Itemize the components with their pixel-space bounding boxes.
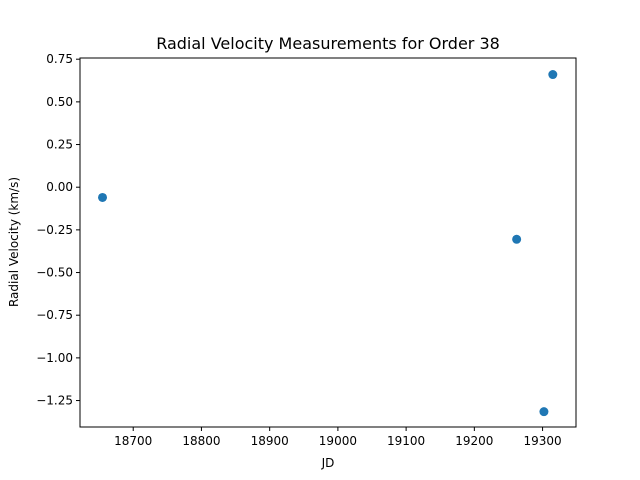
y-tick-label: 0.25 [46,138,73,152]
x-tick-label: 19300 [523,434,561,448]
y-tick-label: 0.75 [46,52,73,66]
data-point [98,192,108,202]
chart-title: Radial Velocity Measurements for Order 3… [156,34,500,53]
y-tick-label: 0.50 [46,95,73,109]
data-point [548,70,558,80]
x-tick-label: 18800 [182,434,220,448]
x-tick-label: 18700 [114,434,152,448]
data-point [539,407,549,417]
y-tick-label: −0.25 [36,223,73,237]
x-tick-label: 18900 [251,434,289,448]
x-tick-label: 19000 [319,434,357,448]
y-tick-label: −0.75 [36,308,73,322]
y-tick-label: −0.50 [36,266,73,280]
x-tick-label: 19200 [455,434,493,448]
plot-frame [79,57,577,428]
y-tick-label: −1.00 [36,351,73,365]
data-point [512,234,522,244]
x-axis-label: JD [321,456,335,470]
y-tick-label: 0.00 [46,180,73,194]
x-axis: 18700 18800 18900 19000 19100 19200 19300 [114,427,562,448]
y-tick-label: −1.25 [36,394,73,408]
data-points [98,70,558,417]
y-axis: 0.75 0.50 0.25 0.00 −0.25 −0.50 −0.75 −1.00 −1.2… [36,52,80,408]
y-axis-label: Radial Velocity (km/s) [7,177,21,307]
x-tick-label: 19100 [387,434,425,448]
